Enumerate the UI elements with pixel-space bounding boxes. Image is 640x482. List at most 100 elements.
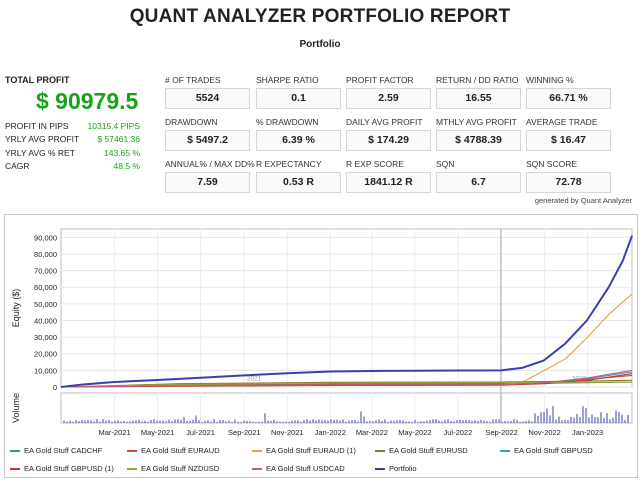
metric-label: SQN SCORE	[526, 159, 578, 169]
equity-chart: 0 10,000 20,000 30,000 40,000 50,000 60,000 70,…	[11, 228, 633, 437]
equity-plot-area	[60, 228, 633, 388]
summary-label: CAGR	[5, 161, 30, 171]
metric-label: SHARPE RATIO	[256, 75, 319, 85]
metric-trades: # OF TRADES 5524	[165, 75, 250, 109]
legend-swatch	[10, 468, 20, 471]
metric-r-exp-score: R EXP SCORE 1841.12 R	[346, 159, 431, 193]
metric-label: MTHLY AVG PROFIT	[436, 117, 517, 127]
summary-row-yrly-ret: YRLY AVG % RET 143.65 %	[5, 148, 140, 158]
legend-swatch	[127, 468, 137, 471]
metric-value: 5524	[165, 88, 250, 109]
metric-label: WINNING %	[526, 75, 574, 85]
metric-label: SQN	[436, 159, 455, 169]
metric-sqn: SQN 6.7	[436, 159, 521, 193]
y-tick-label: 80,000	[34, 250, 57, 259]
y-tick-label: 10,000	[34, 366, 57, 375]
total-profit-label: TOTAL PROFIT	[5, 75, 70, 85]
report-title: QUANT ANALYZER PORTFOLIO REPORT	[129, 6, 511, 27]
metric-label: % DRAWDOWN	[256, 117, 319, 127]
metric-label: PROFIT FACTOR	[346, 75, 414, 85]
y-axis-label: Equity ($)	[11, 289, 21, 328]
x-tick-label: Mar-2022	[356, 428, 388, 437]
y-tick-label: 40,000	[34, 316, 57, 325]
metric-value: $ 5497.2	[165, 130, 250, 151]
legend-swatch	[500, 450, 510, 453]
metric-value: 72.78	[526, 172, 611, 193]
volume-plot-area	[60, 392, 633, 424]
metric-profit-factor: PROFIT FACTOR 2.59	[346, 75, 431, 109]
x-tick-label: Sep-2022	[485, 428, 518, 437]
summary-row-cagr: CAGR 48.5 %	[5, 161, 140, 171]
legend-item: EA Gold Stuff NZDUSD	[127, 464, 219, 473]
x-tick-label: Jul-2022	[443, 428, 472, 437]
summary-row-yrly-profit: YRLY AVG PROFIT $ 57461.36	[5, 134, 140, 144]
metric-label: R EXPECTANCY	[256, 159, 322, 169]
metric-value: 66.71 %	[526, 88, 611, 109]
metric-value: $ 174.29	[346, 130, 431, 151]
summary-label: YRLY AVG % RET	[5, 148, 75, 158]
metric-label: # OF TRADES	[165, 75, 221, 85]
legend-label: EA Gold Stuff EURAUD (1)	[266, 446, 356, 455]
metric-return-dd: RETURN / DD RATIO 16.55	[436, 75, 521, 109]
metric-value: 0.1	[256, 88, 341, 109]
legend-item: EA Gold Stuff USDCAD	[252, 464, 345, 473]
legend-label: EA Gold Stuff USDCAD	[266, 464, 345, 473]
metric-pct-drawdown: % DRAWDOWN 6.39 %	[256, 117, 341, 151]
x-tick-label: Nov-2021	[271, 428, 304, 437]
metric-label: ANNUAL% / MAX DD%	[165, 159, 255, 169]
y-tick-label: 60,000	[34, 283, 57, 292]
legend-item: EA Gold Stuff CADCHF	[10, 446, 102, 455]
legend-item: EA Gold Stuff GBPUSD (1)	[10, 464, 114, 473]
credit-text: generated by Quant Analyzer	[534, 196, 632, 205]
metric-value: 0.53 R	[256, 172, 341, 193]
series-line-7	[60, 369, 633, 388]
summary-value: 48.5 %	[113, 161, 140, 171]
legend-label: EA Gold Stuff CADCHF	[24, 446, 103, 455]
summary-value: 143.65 %	[104, 148, 140, 158]
metric-daily-avg: DAILY AVG PROFIT $ 174.29	[346, 117, 431, 151]
metric-value: $ 4788.39	[436, 130, 521, 151]
metric-drawdown: DRAWDOWN $ 5497.2	[165, 117, 250, 151]
summary-value: $ 57461.36	[97, 134, 140, 144]
total-profit-value: $ 90979.5	[36, 88, 139, 114]
metric-label: R EXP SCORE	[346, 159, 404, 169]
series-line-6	[60, 381, 633, 388]
legend-item: EA Gold Stuff EURAUD	[127, 446, 220, 455]
y-tick-label: 0	[53, 383, 57, 392]
legend-label: EA Gold Stuff EURAUD	[141, 446, 220, 455]
summary-row-pips: PROFIT IN PIPS 10315.4 PIPS	[5, 121, 140, 131]
legend-item: EA Gold Stuff GBPUSD	[500, 446, 593, 455]
y-tick-label: 70,000	[34, 267, 57, 276]
metric-value: $ 16.47	[526, 130, 611, 151]
summary-value: 10315.4 PIPS	[87, 121, 140, 131]
series-line-8	[60, 235, 633, 388]
metric-sqn-score: SQN SCORE 72.78	[526, 159, 611, 193]
legend-label: Portfolio	[389, 464, 417, 473]
y-tick-label: 30,000	[34, 333, 57, 342]
metric-value: 1841.12 R	[346, 172, 431, 193]
equity-chart-frame: 0 10,000 20,000 30,000 40,000 50,000 60,000 70,…	[4, 214, 638, 478]
y-tick-label: 90,000	[34, 233, 57, 242]
x-tick-label: Mar-2021	[99, 428, 131, 437]
metric-sharpe: SHARPE RATIO 0.1	[256, 75, 341, 109]
legend-swatch	[10, 450, 20, 453]
legend-label: EA Gold Stuff GBPUSD (1)	[24, 464, 114, 473]
legend-swatch	[252, 468, 262, 471]
metric-r-expectancy: R EXPECTANCY 0.53 R	[256, 159, 341, 193]
legend-swatch	[252, 450, 262, 453]
metric-value: 6.39 %	[256, 130, 341, 151]
summary-label: PROFIT IN PIPS	[5, 121, 69, 131]
metric-value: 6.7	[436, 172, 521, 193]
metric-winning: WINNING % 66.71 %	[526, 75, 611, 109]
metric-annual-maxdd: ANNUAL% / MAX DD% 7.59	[165, 159, 255, 193]
metric-label: AVERAGE TRADE	[526, 117, 598, 127]
metric-monthly-avg: MTHLY AVG PROFIT $ 4788.39	[436, 117, 521, 151]
legend-swatch	[375, 468, 385, 471]
metric-avg-trade: AVERAGE TRADE $ 16.47	[526, 117, 611, 151]
summary-label: YRLY AVG PROFIT	[5, 134, 80, 144]
legend-label: EA Gold Stuff GBPUSD	[514, 446, 593, 455]
legend-swatch	[127, 450, 137, 453]
x-tick-label: Jan-2023	[572, 428, 603, 437]
metric-label: DRAWDOWN	[165, 117, 218, 127]
metric-value: 2.59	[346, 88, 431, 109]
